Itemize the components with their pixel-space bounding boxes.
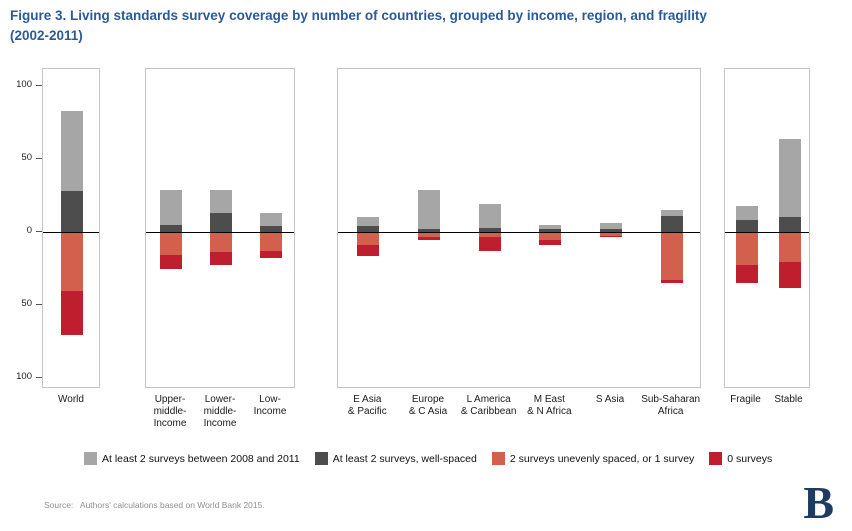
- bar-label-Europe: Europe & C Asia: [408, 394, 448, 417]
- figure-title: Figure 3. Living standards survey covera…: [10, 6, 846, 45]
- segment-wellspaced: [357, 226, 380, 232]
- segment-none: [539, 240, 562, 245]
- y-tick-mark: [36, 304, 42, 305]
- segment-wellspaced: [210, 213, 232, 232]
- segment-recent: [660, 210, 683, 216]
- segment-none: [61, 291, 83, 336]
- y-tick-mark: [36, 85, 42, 86]
- segment-wellspaced: [778, 217, 801, 232]
- segment-wellspaced: [478, 227, 501, 232]
- panel-region: [337, 68, 701, 388]
- y-tick-mark: [36, 231, 42, 232]
- segment-wellspaced: [160, 224, 182, 232]
- segment-uneven: [660, 233, 683, 280]
- segment-none: [778, 262, 801, 289]
- segment-none: [418, 237, 440, 241]
- y-tick-label: 0: [26, 225, 32, 236]
- segment-uneven: [735, 233, 758, 266]
- bar-label-L America: L America & Caribbean: [460, 394, 517, 417]
- segment-wellspaced: [735, 220, 758, 232]
- segment-recent: [478, 204, 501, 228]
- segment-wellspaced: [539, 229, 562, 232]
- figure-title-line2: (2002-2011): [10, 27, 83, 43]
- bar-label-S Asia: S Asia: [595, 394, 625, 405]
- y-tick-label: 100: [16, 79, 32, 90]
- bar-label-Stable: Stable: [774, 394, 803, 405]
- bar-label-Fragile: Fragile: [730, 394, 761, 405]
- segment-uneven: [539, 233, 562, 241]
- segment-wellspaced: [600, 229, 622, 232]
- panel-world: [42, 68, 100, 388]
- legend-swatch-uneven: [491, 452, 505, 465]
- segment-uneven: [210, 233, 232, 252]
- bar-label-Sub-Saharan: Sub-Saharan Africa: [641, 394, 701, 417]
- segment-recent: [600, 223, 622, 230]
- segment-recent: [61, 110, 83, 192]
- y-tick-label: 50: [21, 152, 32, 163]
- segment-none: [357, 244, 380, 257]
- chart-area: 100 50 0 50 100 World Upper- middle- Income Lo…: [0, 68, 852, 448]
- segment-none: [210, 251, 232, 266]
- segment-none: [735, 265, 758, 283]
- segment-recent: [357, 217, 380, 227]
- source-note: Source: Authors' calculations based on W…: [44, 500, 265, 510]
- segment-none: [260, 250, 282, 258]
- y-tick-label: 50: [21, 298, 32, 309]
- legend-item-uneven: 2 surveys unevenly spaced, or 1 survey: [491, 452, 695, 465]
- segment-recent: [210, 189, 232, 214]
- legend-label-recent: At least 2 surveys between 2008 and 2011: [102, 452, 300, 465]
- panel-fragility: [724, 68, 810, 388]
- segment-uneven: [778, 233, 801, 263]
- legend-swatch-wellspaced: [314, 452, 328, 465]
- segment-recent: [778, 138, 801, 218]
- legend-item-none: 0 surveys: [709, 452, 772, 465]
- segment-uneven: [600, 233, 622, 236]
- figure-title-line1: Figure 3. Living standards survey covera…: [10, 8, 707, 23]
- bar-label-Upper-: Upper- middle- Income: [153, 394, 187, 429]
- y-tick-label: 100: [16, 371, 32, 382]
- segment-none: [600, 235, 622, 238]
- segment-none: [478, 237, 501, 251]
- bar-label-World: World: [58, 394, 84, 405]
- segment-wellspaced: [660, 215, 683, 232]
- segment-uneven: [260, 233, 282, 251]
- segment-uneven: [357, 233, 380, 245]
- segment-none: [660, 279, 683, 283]
- legend-label-none: 0 surveys: [727, 452, 773, 465]
- zero-line: [725, 232, 809, 233]
- zero-line: [338, 232, 700, 233]
- segment-none: [160, 254, 182, 270]
- segment-recent: [418, 189, 440, 230]
- legend-swatch-recent: [84, 452, 97, 465]
- segment-uneven: [160, 233, 182, 255]
- segment-wellspaced: [260, 226, 282, 232]
- bar-label-Lower-: Lower- middle- Income: [203, 394, 237, 429]
- segment-uneven: [418, 233, 440, 238]
- legend-label-uneven: 2 surveys unevenly spaced, or 1 survey: [509, 452, 695, 465]
- panel-income: [145, 68, 295, 388]
- segment-wellspaced: [61, 191, 83, 232]
- bar-label-M East: M East & N Africa: [527, 394, 572, 417]
- y-tick-mark: [36, 158, 42, 159]
- bar-label-E Asia: E Asia & Pacific: [347, 394, 387, 417]
- segment-uneven: [478, 233, 501, 238]
- segment-recent: [735, 205, 758, 221]
- brookings-logo: B: [803, 477, 834, 528]
- zero-line: [43, 232, 99, 233]
- zero-line: [146, 232, 294, 233]
- segment-uneven: [61, 233, 83, 292]
- segment-recent: [260, 213, 282, 227]
- legend-item-recent: At least 2 surveys between 2008 and 2011: [84, 452, 300, 465]
- segment-wellspaced: [418, 229, 440, 232]
- legend-item-wellspaced: At least 2 surveys, well-spaced: [314, 452, 477, 465]
- legend: At least 2 surveys between 2008 and 2011…: [84, 452, 772, 465]
- bar-label-Low-: Low- Income: [253, 394, 287, 417]
- segment-recent: [539, 224, 562, 230]
- legend-swatch-none: [709, 452, 723, 465]
- y-tick-mark: [36, 377, 42, 378]
- legend-label-wellspaced: At least 2 surveys, well-spaced: [332, 452, 477, 465]
- segment-recent: [160, 189, 182, 225]
